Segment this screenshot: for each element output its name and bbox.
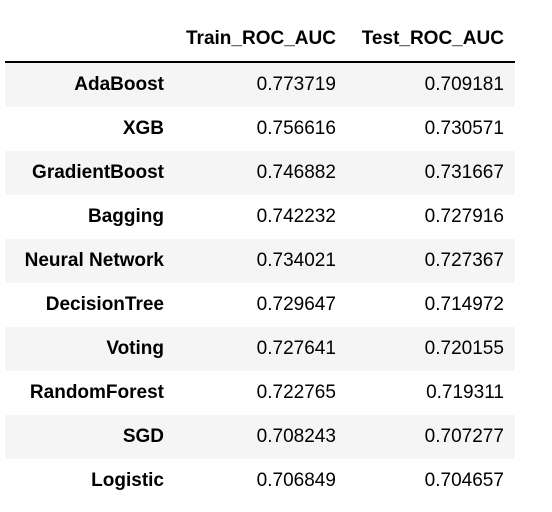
table-row: Neural Network 0.734021 0.727367 xyxy=(5,239,515,283)
row-index-label: Voting xyxy=(106,338,164,359)
table-row: Bagging 0.742232 0.727916 xyxy=(5,195,515,239)
table-row: DecisionTree 0.729647 0.714972 xyxy=(5,283,515,327)
train-roc-auc-cell: 0.773719 xyxy=(256,74,336,95)
table-header: Train_ROC_AUC Test_ROC_AUC xyxy=(5,17,515,62)
test-roc-auc-cell: 0.720155 xyxy=(424,338,504,359)
test-roc-auc-cell: 0.719311 xyxy=(426,382,504,403)
row-index-label: XGB xyxy=(122,118,164,139)
train-roc-auc-cell: 0.729647 xyxy=(256,294,336,315)
row-index-label: RandomForest xyxy=(29,382,164,403)
table-row: Logistic 0.706849 0.704657 xyxy=(5,459,515,503)
test-roc-auc-cell: 0.731667 xyxy=(424,162,504,183)
train-roc-auc-cell: 0.746882 xyxy=(256,162,336,183)
test-roc-auc-cell: 0.707277 xyxy=(424,426,504,447)
row-index-label: Bagging xyxy=(88,206,164,227)
train-roc-auc-cell: 0.722765 xyxy=(256,382,336,403)
row-index-label: GradientBoost xyxy=(32,162,164,183)
table-row: Voting 0.727641 0.720155 xyxy=(5,327,515,371)
results-dataframe: Train_ROC_AUC Test_ROC_AUC AdaBoost 0.77… xyxy=(5,17,515,503)
train-roc-auc-cell: 0.742232 xyxy=(256,206,336,227)
row-index-label: SGD xyxy=(122,426,164,447)
header-row: Train_ROC_AUC Test_ROC_AUC xyxy=(5,17,515,62)
table-row: GradientBoost 0.746882 0.731667 xyxy=(5,151,515,195)
train-roc-auc-cell: 0.734021 xyxy=(256,250,336,271)
table-row: XGB 0.756616 0.730571 xyxy=(5,107,515,151)
table-body: AdaBoost 0.773719 0.709181 XGB 0.756616 … xyxy=(5,62,515,503)
train-roc-auc-cell: 0.708243 xyxy=(256,426,336,447)
table-row: SGD 0.708243 0.707277 xyxy=(5,415,515,459)
train-roc-auc-cell: 0.756616 xyxy=(256,118,336,139)
column-header-test-roc-auc: Test_ROC_AUC xyxy=(361,28,504,49)
test-roc-auc-cell: 0.714972 xyxy=(424,294,504,315)
row-index-label: DecisionTree xyxy=(45,294,164,315)
row-index-label: Logistic xyxy=(91,470,164,491)
train-roc-auc-cell: 0.727641 xyxy=(256,338,336,359)
test-roc-auc-cell: 0.727916 xyxy=(424,206,504,227)
test-roc-auc-cell: 0.704657 xyxy=(424,470,504,491)
test-roc-auc-cell: 0.727367 xyxy=(424,250,504,271)
train-roc-auc-cell: 0.706849 xyxy=(256,470,336,491)
table-row: AdaBoost 0.773719 0.709181 xyxy=(5,62,515,107)
row-index-label: AdaBoost xyxy=(74,74,164,95)
row-index-label: Neural Network xyxy=(24,250,164,271)
table-row: RandomForest 0.722765 0.719311 xyxy=(5,371,515,415)
index-header-blank xyxy=(5,17,175,62)
test-roc-auc-cell: 0.730571 xyxy=(424,118,504,139)
column-header-train-roc-auc: Train_ROC_AUC xyxy=(186,28,336,49)
test-roc-auc-cell: 0.709181 xyxy=(424,74,504,95)
